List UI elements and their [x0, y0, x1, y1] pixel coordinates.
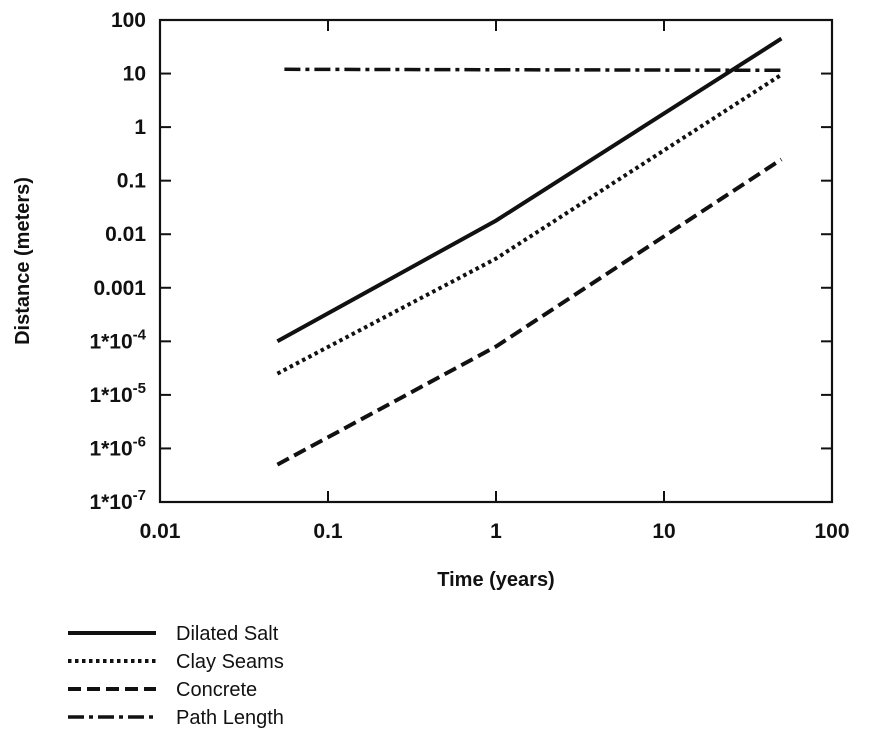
- x-tick-label: 0.01: [140, 520, 181, 543]
- tick-labels: 0.01 0.1 1 10 100 100 10 1 0.1 0.01 0.001 1*10-4 1*1…: [89, 9, 849, 543]
- series-line-concrete: [276, 157, 783, 467]
- y-tick-label: 1*10-7: [89, 487, 146, 514]
- series-line-path-length: [284, 67, 782, 73]
- y-tick-label: 0.1: [117, 170, 147, 193]
- y-tick-label: 0.01: [105, 223, 146, 246]
- y-tick-label: 1*10-6: [89, 433, 146, 460]
- y-tick-label: 1*10-5: [89, 380, 146, 407]
- x-tick-label: 10: [652, 520, 675, 543]
- legend-label: Concrete: [176, 679, 257, 701]
- x-tick-label: 0.1: [313, 520, 343, 543]
- series-line-clay-seams: [276, 73, 783, 376]
- legend-label: Clay Seams: [176, 651, 284, 673]
- y-axis-title: Distance (meters): [12, 177, 34, 345]
- x-axis-title: Time (years): [437, 569, 554, 591]
- y-tick-label: 10: [123, 63, 146, 86]
- series-layer: [276, 36, 783, 467]
- y-tick-label: 1*10-4: [89, 326, 146, 353]
- legend-label: Dilated Salt: [176, 623, 279, 645]
- y-tick-label: 100: [111, 9, 146, 32]
- series-line-dilated-salt: [276, 36, 783, 344]
- legend: Dilated Salt Clay Seams Concrete Path Lengt…: [68, 623, 284, 729]
- plot-frame: [158, 18, 834, 504]
- x-tick-label: 1: [490, 520, 502, 543]
- y-tick-label: 1: [134, 116, 146, 139]
- legend-label: Path Length: [176, 707, 284, 729]
- x-tick-label: 100: [814, 520, 849, 543]
- y-tick-label: 0.001: [93, 277, 146, 300]
- tick-layer: [159, 19, 833, 503]
